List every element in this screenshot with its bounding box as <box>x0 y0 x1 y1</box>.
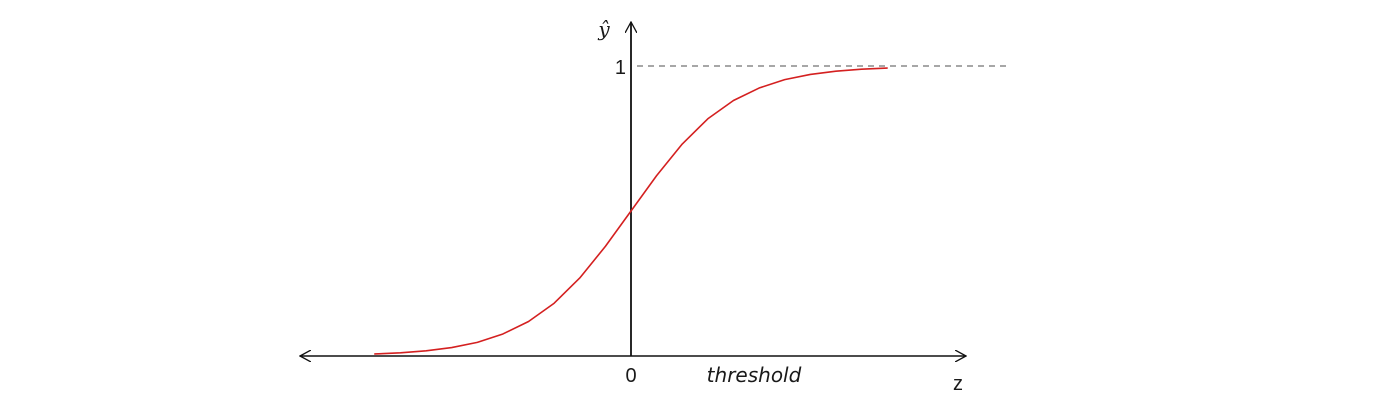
data-point <box>528 321 530 323</box>
asymptote-label: 1 <box>615 57 626 79</box>
data-point <box>553 302 555 304</box>
data-point <box>810 74 812 76</box>
data-point <box>630 210 632 212</box>
data-point <box>425 350 427 352</box>
data-point <box>681 143 683 145</box>
data-point <box>707 118 709 120</box>
data-point <box>502 333 504 335</box>
data-point <box>835 70 837 72</box>
x-axis-label: z <box>953 373 963 395</box>
data-point <box>656 175 658 177</box>
data-point <box>886 67 888 69</box>
data-point <box>451 347 453 349</box>
data-point <box>758 87 760 89</box>
data-point <box>374 353 376 355</box>
series-layer <box>374 67 888 355</box>
data-point <box>861 68 863 70</box>
y-axis-label: ŷ <box>597 17 610 41</box>
data-point <box>784 79 786 81</box>
data-point <box>579 277 581 279</box>
data-point <box>477 342 479 344</box>
origin-label: 0 <box>625 365 636 387</box>
sigmoid-curve-0 <box>374 67 888 355</box>
data-point <box>400 352 402 354</box>
data-point <box>605 246 607 248</box>
data-point <box>733 100 735 102</box>
threshold-annotation: threshold <box>707 363 802 387</box>
